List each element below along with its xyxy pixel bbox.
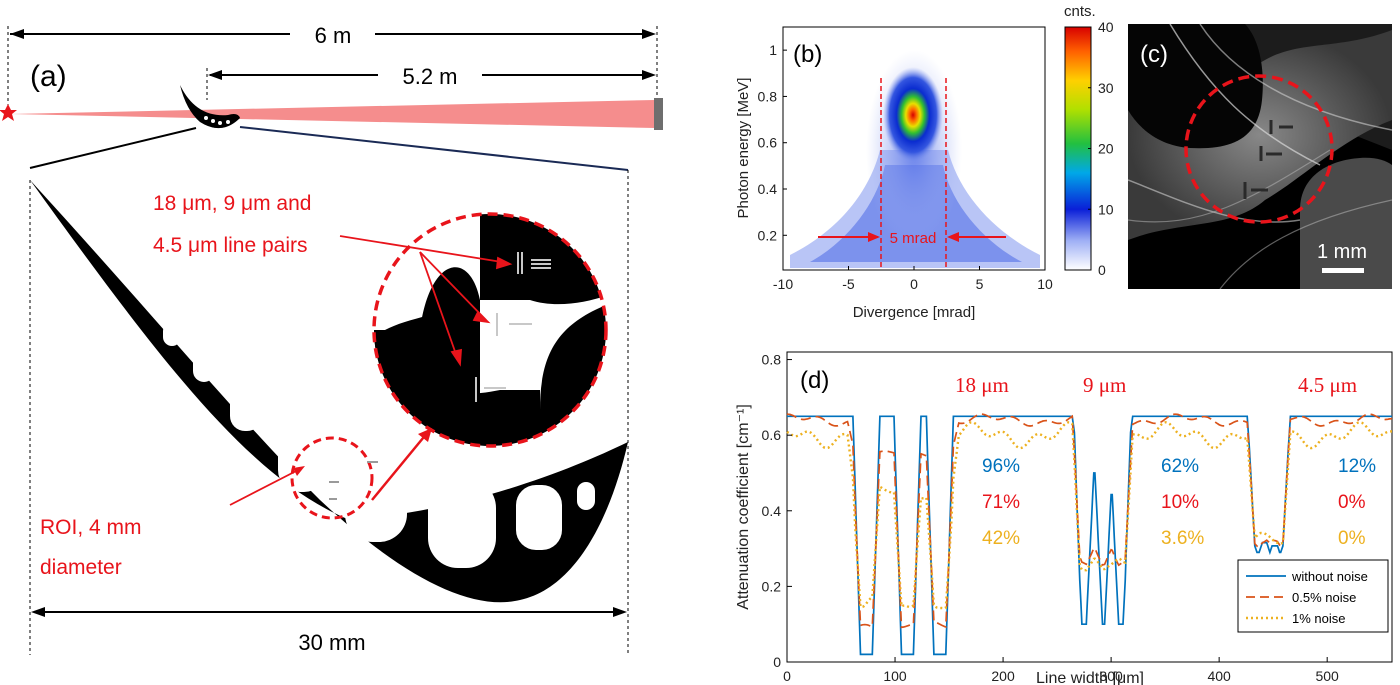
panel-b: (b) 5 mrad -10 -5 0 5 10 0.2 0.4 0.6 0.8 1 Diverg… [735, 3, 1114, 321]
xray-beam [10, 100, 655, 128]
group-label-18: 18 μm [955, 373, 1009, 397]
arrowhead-left-icon [10, 29, 24, 39]
contrast-no-noise-9: 62% [1161, 456, 1199, 477]
contrast-one-noise-4-5: 0% [1338, 528, 1366, 549]
panel-c-label: (c) [1140, 41, 1168, 68]
x-tick-label: -5 [842, 276, 855, 292]
line-ylabel: Attenuation coefficient [cm⁻¹] [735, 404, 752, 610]
roi-pointer [229, 467, 303, 506]
divergence-annotation: 5 mrad [890, 230, 937, 247]
zoom-line-right [239, 126, 629, 171]
contrast-one-noise-9: 3.6% [1161, 528, 1204, 549]
x-tick-label: 400 [1207, 668, 1231, 684]
x-tick-label: 10 [1037, 276, 1053, 292]
x-tick-label: 500 [1315, 668, 1339, 684]
contrast-half-noise-18: 71% [982, 492, 1020, 513]
roi-circle-c [1184, 74, 1334, 224]
detector [654, 98, 663, 130]
line-pairs [475, 252, 551, 402]
x-tick-label: 200 [991, 668, 1015, 684]
colorbar-tick-label: 30 [1098, 80, 1114, 96]
group-label-4-5: 4.5 μm [1298, 373, 1357, 397]
heatmap-xlabel: Divergence [mrad] [853, 304, 976, 321]
y-tick-label: 0.4 [762, 503, 782, 519]
arrowhead-right-icon [642, 29, 656, 39]
colorbar-tick-label: 0 [1098, 262, 1106, 278]
legend-half-noise: 0.5% noise [1292, 590, 1356, 605]
panel-a: (a) 6 m 5.2 m [0, 23, 663, 655]
y-tick-label: 0 [773, 654, 781, 670]
linepairs-label-2: 4.5 μm line pairs [153, 234, 308, 257]
zoom-circle [372, 212, 608, 448]
roi-to-zoom-arrow [371, 431, 429, 501]
turbine-part [30, 180, 628, 603]
source-star-icon [0, 104, 17, 121]
y-tick-label: 0.2 [758, 227, 778, 243]
line-xlabel: Line width [μm] [1036, 670, 1144, 685]
y-tick-label: 0.6 [758, 135, 778, 151]
part-thumbnail [180, 85, 240, 129]
x-tick-label: 100 [883, 668, 907, 684]
group-label-9: 9 μm [1083, 373, 1126, 397]
contrast-half-noise-4-5: 0% [1338, 492, 1366, 513]
x-tick-label: 300 [1099, 668, 1123, 684]
x-tick-label: 0 [783, 668, 791, 684]
y-tick-label: 0.8 [758, 88, 778, 104]
line-pairs-c [1243, 120, 1293, 199]
colorbar-title: cnts. [1064, 3, 1096, 20]
y-tick-label: 0.2 [762, 578, 782, 594]
colorbar-tick-label: 20 [1098, 141, 1114, 157]
part-holes [163, 322, 595, 568]
scale-bar [1322, 268, 1364, 273]
linepairs-label-1: 18 μm, 9 μm and [153, 192, 311, 215]
y-tick-label: 0.6 [762, 427, 782, 443]
x-tick-label: -10 [773, 276, 793, 292]
contrast-no-noise-4-5: 12% [1338, 456, 1376, 477]
x-tick-label: 0 [910, 276, 918, 292]
arrowhead-right-icon [642, 70, 656, 80]
heatmap-ylabel: Photon energy [MeV] [735, 78, 752, 219]
colorbar [1064, 26, 1092, 271]
x-tick-label: 5 [976, 276, 984, 292]
series-line-1 [786, 413, 1393, 629]
heatmap-axes: -10 -5 0 5 10 0.2 0.4 0.6 0.8 1 [758, 42, 1053, 292]
distance-part: 5.2 m [402, 64, 457, 89]
contrast-half-noise-9: 10% [1161, 492, 1199, 513]
line-axes: 0 100 200 300 400 500 0 0.2 0.4 0.6 0.8 [762, 352, 1340, 684]
colorbar-tick-label: 40 [1098, 19, 1114, 35]
line-series [786, 413, 1393, 656]
width-label: 30 mm [298, 630, 365, 655]
series-line-0 [787, 415, 1392, 656]
legend: without noise 0.5% noise 1% noise [1237, 559, 1389, 633]
legend-no-noise: without noise [1291, 569, 1368, 584]
arrowhead-left-icon [31, 607, 45, 617]
y-tick-label: 1 [769, 42, 777, 58]
colorbar-ticks: 0 10 20 30 40 [1088, 19, 1114, 278]
panel-a-label: (a) [30, 60, 67, 93]
linepair-arrows [339, 235, 513, 367]
roi-label-1: ROI, 4 mm [40, 516, 142, 539]
distance-total: 6 m [315, 23, 352, 48]
roi-circle [290, 436, 374, 520]
panel-d-label: (d) [800, 367, 829, 394]
colorbar-tick-label: 10 [1098, 201, 1114, 217]
roi-label-2: diameter [40, 556, 122, 579]
arrowhead-left-icon [208, 70, 222, 80]
panel-c: (c) 1 mm [1128, 24, 1392, 289]
scale-label: 1 mm [1317, 241, 1367, 263]
panel-b-label: (b) [793, 41, 822, 68]
y-tick-label: 0.4 [758, 181, 778, 197]
contrast-one-noise-18: 42% [982, 528, 1020, 549]
arrowhead-right-icon [613, 607, 627, 617]
legend-one-noise: 1% noise [1292, 611, 1345, 626]
zoom-line-left [29, 127, 197, 169]
contrast-no-noise-18: 96% [982, 456, 1020, 477]
y-tick-label: 0.8 [762, 352, 782, 368]
